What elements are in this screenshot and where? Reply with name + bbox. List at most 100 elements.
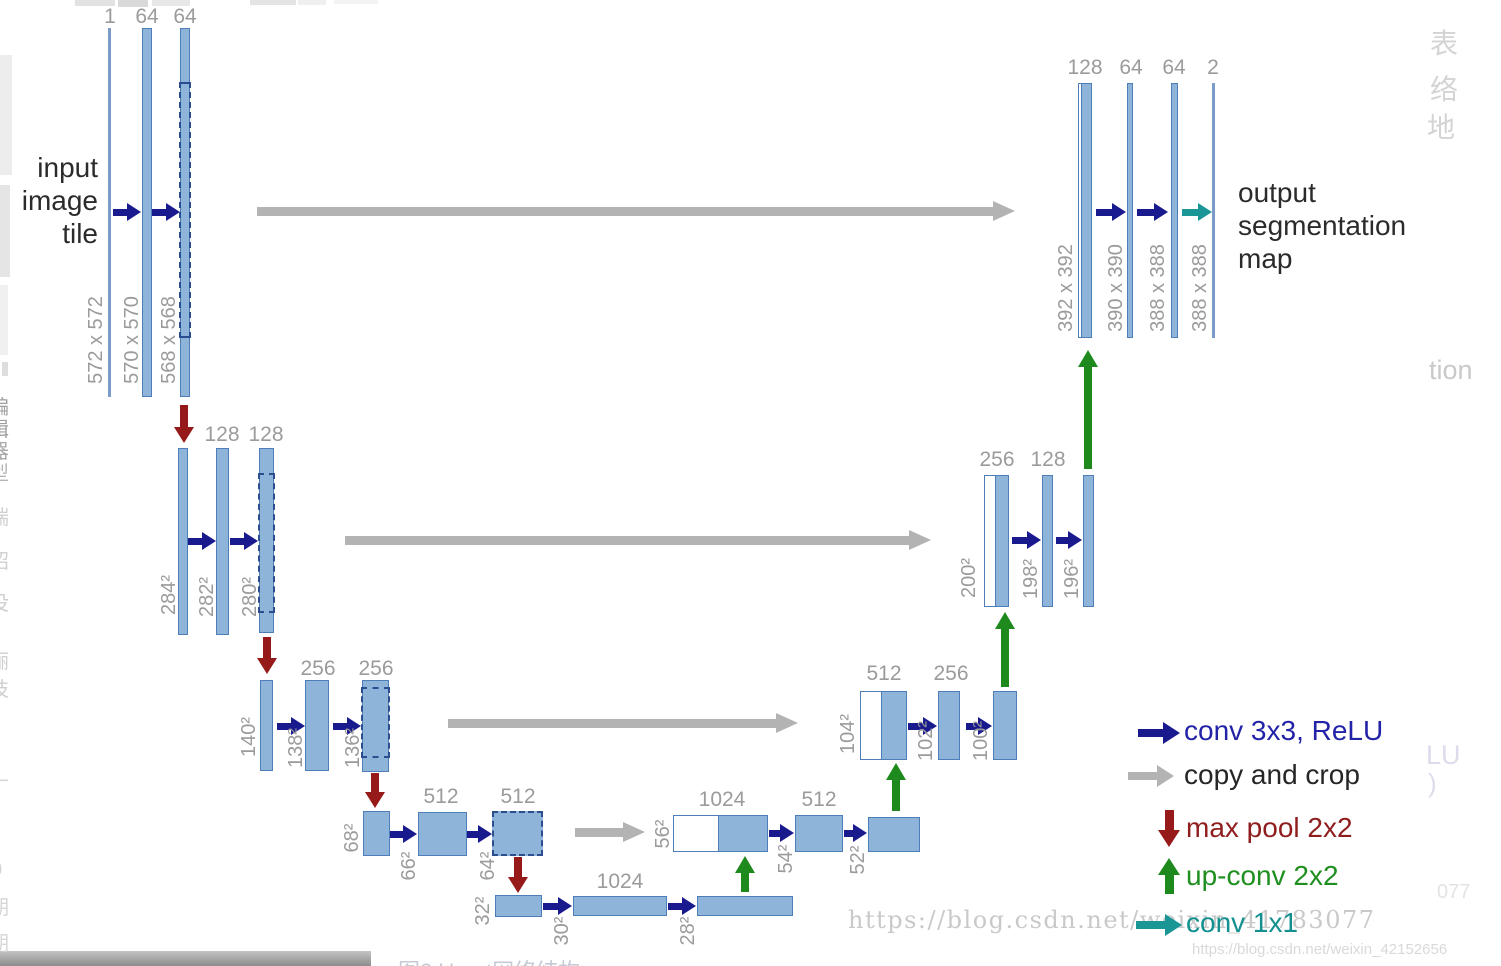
max-pool-arrow-head — [257, 658, 277, 674]
decor-fragment — [0, 285, 8, 355]
conv3x3-arrow-shaft — [333, 722, 347, 730]
tile-size-label: 568 x 568 — [158, 296, 180, 384]
output-label-line: map — [1238, 243, 1293, 274]
conv3x3-arrow-shaft — [769, 829, 780, 837]
up-conv-arrow-head — [995, 612, 1015, 629]
conv3x3-arrow-shaft — [1056, 536, 1068, 544]
legend-upconv-arrow-head — [1158, 858, 1180, 875]
figure-caption: 图2 U-net网络结构 — [398, 954, 580, 966]
ghost-text: 绍 — [0, 552, 9, 572]
conv3x3-arrow-head — [1154, 203, 1168, 221]
feature-map-box — [868, 817, 920, 852]
feature-map-box — [993, 691, 1017, 760]
conv3x3-arrow-head — [478, 825, 492, 843]
feature-map-box — [984, 475, 1009, 607]
conv3x3-arrow-head — [780, 824, 794, 842]
conv3x3-arrow-head — [558, 897, 572, 915]
decor-fragment — [250, 0, 296, 5]
channel-count-label: 64 — [135, 5, 159, 28]
conv3x3-arrow-shaft — [844, 829, 853, 837]
up-conv-arrow-shaft — [1001, 628, 1009, 687]
channel-count-label: 512 — [801, 788, 837, 811]
feature-map-box — [216, 448, 229, 635]
conv3x3-arrow-shaft — [277, 722, 291, 730]
legend-conv-arrow-head — [1163, 722, 1180, 744]
tile-size-label: 68² — [341, 823, 363, 853]
conv1x1-arrow-head — [1198, 203, 1212, 221]
conv3x3-arrow-shaft — [543, 902, 558, 910]
output-label-line: output — [1238, 177, 1316, 208]
copy-crop-arrow-shaft — [257, 206, 993, 216]
copy-crop-arrow-head — [993, 201, 1015, 221]
feature-map-box — [938, 691, 960, 760]
tile-size-label: 100² — [970, 720, 992, 762]
up-conv-arrow-shaft — [741, 872, 749, 892]
up-conv-arrow-head — [886, 763, 906, 780]
tile-size-label: 388 x 388 — [1189, 244, 1211, 332]
conv3x3-arrow-head — [291, 717, 305, 735]
input-label-line: image — [21, 185, 98, 216]
input-label: input image tile — [8, 151, 98, 250]
ghost-text: 编 — [0, 398, 9, 418]
feature-map-box — [260, 680, 273, 771]
conv3x3-arrow-shaft — [1012, 536, 1027, 544]
decor-fragment — [2, 362, 8, 376]
channel-count-label: 1 — [104, 5, 116, 28]
channel-count-label: 1024 — [596, 870, 644, 893]
conv3x3-arrow-head — [166, 203, 180, 221]
watermark-small: https://blog.csdn.net/weixin_42152656 — [1192, 941, 1448, 958]
feature-map-box — [1083, 475, 1094, 607]
tile-size-label: 136² — [342, 727, 364, 769]
decor-fragment — [0, 55, 12, 175]
conv3x3-arrow-shaft — [908, 722, 923, 730]
feature-map-copied-part — [995, 476, 1008, 606]
ghost-text: 0 — [0, 860, 2, 880]
ghost-text: 期 — [0, 934, 9, 954]
channel-count-label: 64 — [173, 5, 197, 28]
copy-crop-arrow-shaft — [575, 827, 623, 837]
channel-count-label: 1024 — [698, 788, 746, 811]
tile-size-label: 52² — [847, 845, 869, 875]
conv3x3-arrow-head — [1112, 203, 1126, 221]
conv3x3-arrow-head — [853, 824, 867, 842]
input-label-line: input — [37, 152, 98, 183]
up-conv-arrow-shaft — [1084, 366, 1092, 469]
channel-count-label: 128 — [204, 423, 240, 446]
tile-size-label: 140² — [238, 716, 260, 758]
tile-size-label: 56² — [652, 819, 674, 849]
ghost-text: 。 — [0, 728, 9, 748]
copy-crop-arrow-head — [776, 713, 798, 733]
feature-map-box — [305, 680, 329, 771]
channel-count-label: 128 — [1067, 56, 1103, 79]
output-label-line: segmentation — [1238, 210, 1407, 241]
channel-count-label: 64 — [1119, 56, 1143, 79]
tile-size-label: 66² — [398, 851, 420, 881]
legend-label: up-conv 2x2 — [1186, 860, 1339, 891]
conv3x3-arrow-shaft — [113, 208, 127, 216]
feature-map-copied-part — [1081, 84, 1091, 337]
feature-map-box — [573, 896, 667, 916]
channel-count-label: 512 — [423, 785, 459, 808]
ghost-text: ) — [1428, 768, 1437, 798]
max-pool-arrow-shaft — [371, 773, 379, 792]
crop-dashed-overlay — [179, 82, 191, 338]
up-conv-arrow-shaft — [892, 779, 900, 811]
ghost-text: 地 — [1427, 112, 1456, 143]
ghost-text: 没 — [0, 594, 9, 614]
max-pool-arrow-shaft — [263, 637, 271, 658]
conv3x3-arrow-head — [978, 717, 992, 735]
tile-size-label: 390 x 390 — [1105, 244, 1127, 332]
tile-size-label: 392 x 392 — [1055, 244, 1077, 332]
channel-count-label: 256 — [358, 657, 394, 680]
feature-map-box — [1078, 83, 1092, 338]
tile-size-label: 32² — [472, 896, 494, 926]
tile-size-label: 104² — [837, 713, 859, 755]
feature-map-box — [1042, 475, 1053, 607]
ghost-text: 技 — [0, 680, 9, 700]
max-pool-arrow-head — [508, 877, 528, 893]
feature-map-box — [142, 28, 152, 397]
legend-label: copy and crop — [1184, 759, 1360, 790]
copy-crop-arrow-head — [909, 530, 931, 550]
feature-map-box — [795, 815, 843, 852]
